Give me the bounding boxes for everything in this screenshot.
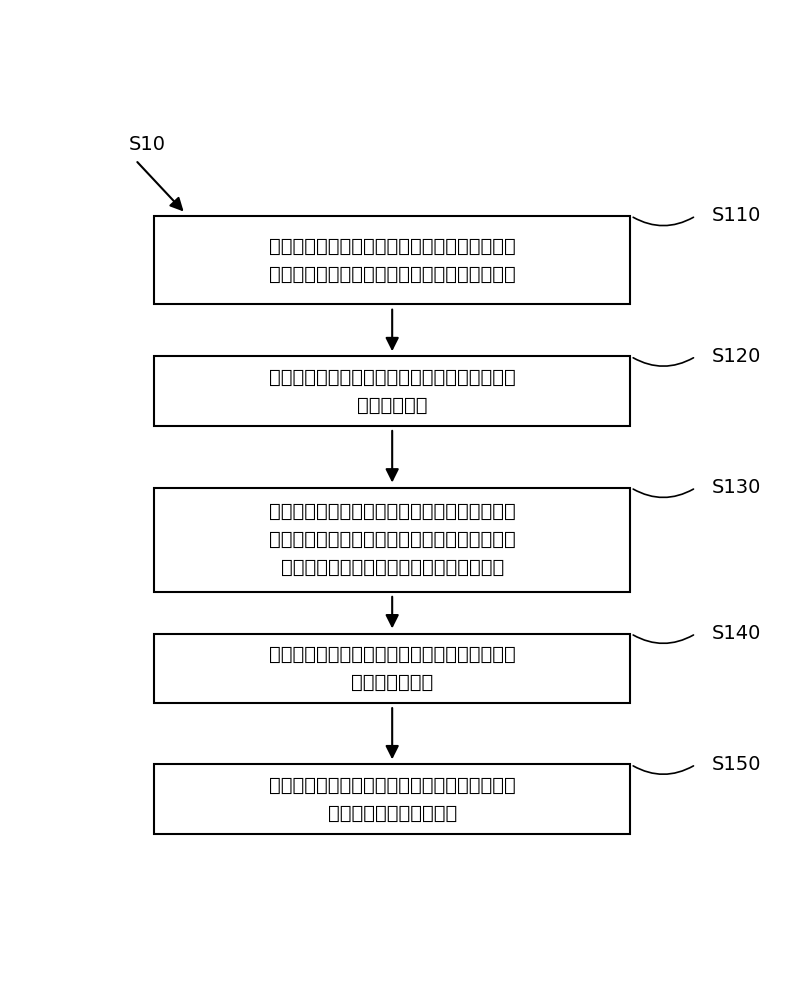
Bar xyxy=(154,488,630,592)
Text: S150: S150 xyxy=(712,755,761,774)
Text: 将所述待评估建筑在所述任一日的剩余能源量存
储到数据库中。: 将所述待评估建筑在所述任一日的剩余能源量存 储到数据库中。 xyxy=(269,645,516,692)
Text: S140: S140 xyxy=(712,624,761,643)
Bar xyxy=(154,356,630,426)
Bar xyxy=(154,216,630,304)
Text: 用所述比值减去第二预设值并乘以所述待评估建
筑在所述任一日的总消耗能源量实测值，得到所
述待评估建筑在所述任一日的剩余能源量。: 用所述比值减去第二预设值并乘以所述待评估建 筑在所述任一日的总消耗能源量实测值，… xyxy=(269,502,516,577)
Bar xyxy=(154,634,630,703)
Text: S130: S130 xyxy=(712,478,761,497)
Text: S120: S120 xyxy=(712,347,761,366)
Text: S110: S110 xyxy=(712,206,761,225)
Text: 获取预设时间内任一日的前一日所述待评估建筑
的总生成能源量实测值和总消耗能源量实测值。: 获取预设时间内任一日的前一日所述待评估建筑 的总生成能源量实测值和总消耗能源量实… xyxy=(269,237,516,284)
Text: S10: S10 xyxy=(129,135,166,154)
Text: 计算所述总生成能源量实测值和总消耗能源量实
测值的比值。: 计算所述总生成能源量实测值和总消耗能源量实 测值的比值。 xyxy=(269,368,516,415)
Text: 从所述数据库中读取所述待评估建筑在预设时间
内每一日的剩余能源量。: 从所述数据库中读取所述待评估建筑在预设时间 内每一日的剩余能源量。 xyxy=(269,776,516,823)
Bar xyxy=(154,764,630,834)
